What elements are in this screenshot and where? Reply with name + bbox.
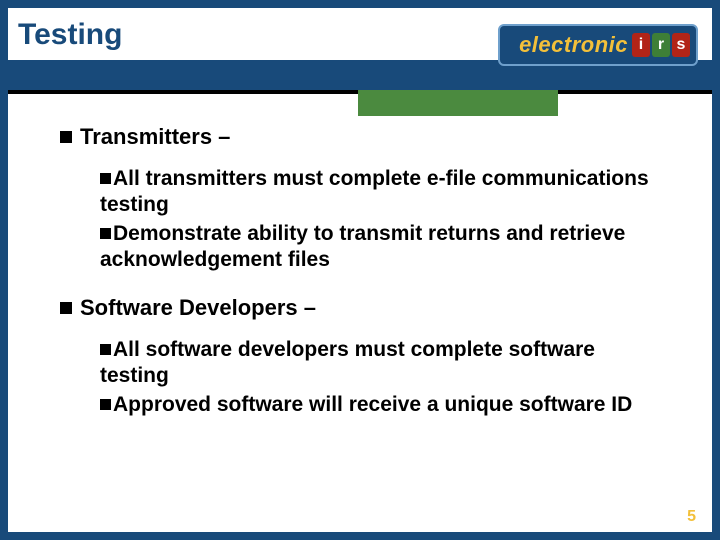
frame-border-bottom	[0, 532, 720, 540]
bullet-icon	[100, 344, 111, 355]
section2-heading-text: Software Developers –	[80, 295, 316, 320]
list-item: All transmitters must complete e-file co…	[100, 166, 660, 219]
section2-items: All software developers must complete so…	[100, 337, 660, 418]
logo-letter-i: i	[632, 33, 650, 57]
frame-border-right	[712, 0, 720, 540]
section1-items: All transmitters must complete e-file co…	[100, 166, 660, 273]
content-area: Transmitters – All transmitters must com…	[60, 120, 660, 500]
item-text: All software developers must complete so…	[100, 338, 595, 387]
page-number: 5	[687, 508, 696, 526]
logo-letter-s: s	[672, 33, 690, 57]
frame-border-top	[0, 0, 720, 8]
bullet-icon	[100, 173, 111, 184]
logo-badge: electronic i r s	[498, 24, 698, 66]
logo-word: electronic	[519, 32, 628, 58]
logo-irs: i r s	[632, 33, 690, 57]
bullet-icon	[100, 228, 111, 239]
list-item: Demonstrate ability to transmit returns …	[100, 221, 660, 274]
list-item: All software developers must complete so…	[100, 337, 660, 390]
slide: Testing electronic i r s Transmitters – …	[0, 0, 720, 540]
bullet-icon	[60, 302, 72, 314]
bullet-icon	[100, 399, 111, 410]
green-accent	[358, 90, 558, 116]
section1-heading: Transmitters –	[60, 124, 660, 150]
item-text: All transmitters must complete e-file co…	[100, 167, 649, 216]
page-title: Testing	[18, 18, 122, 52]
section2-heading: Software Developers –	[60, 295, 660, 321]
section1-heading-text: Transmitters –	[80, 124, 230, 149]
logo-letter-r: r	[652, 33, 670, 57]
frame-border-left	[0, 0, 8, 540]
list-item: Approved software will receive a unique …	[100, 392, 660, 418]
item-text: Demonstrate ability to transmit returns …	[100, 222, 625, 271]
header: Testing electronic i r s	[8, 8, 712, 94]
item-text: Approved software will receive a unique …	[113, 393, 632, 416]
bullet-icon	[60, 131, 72, 143]
